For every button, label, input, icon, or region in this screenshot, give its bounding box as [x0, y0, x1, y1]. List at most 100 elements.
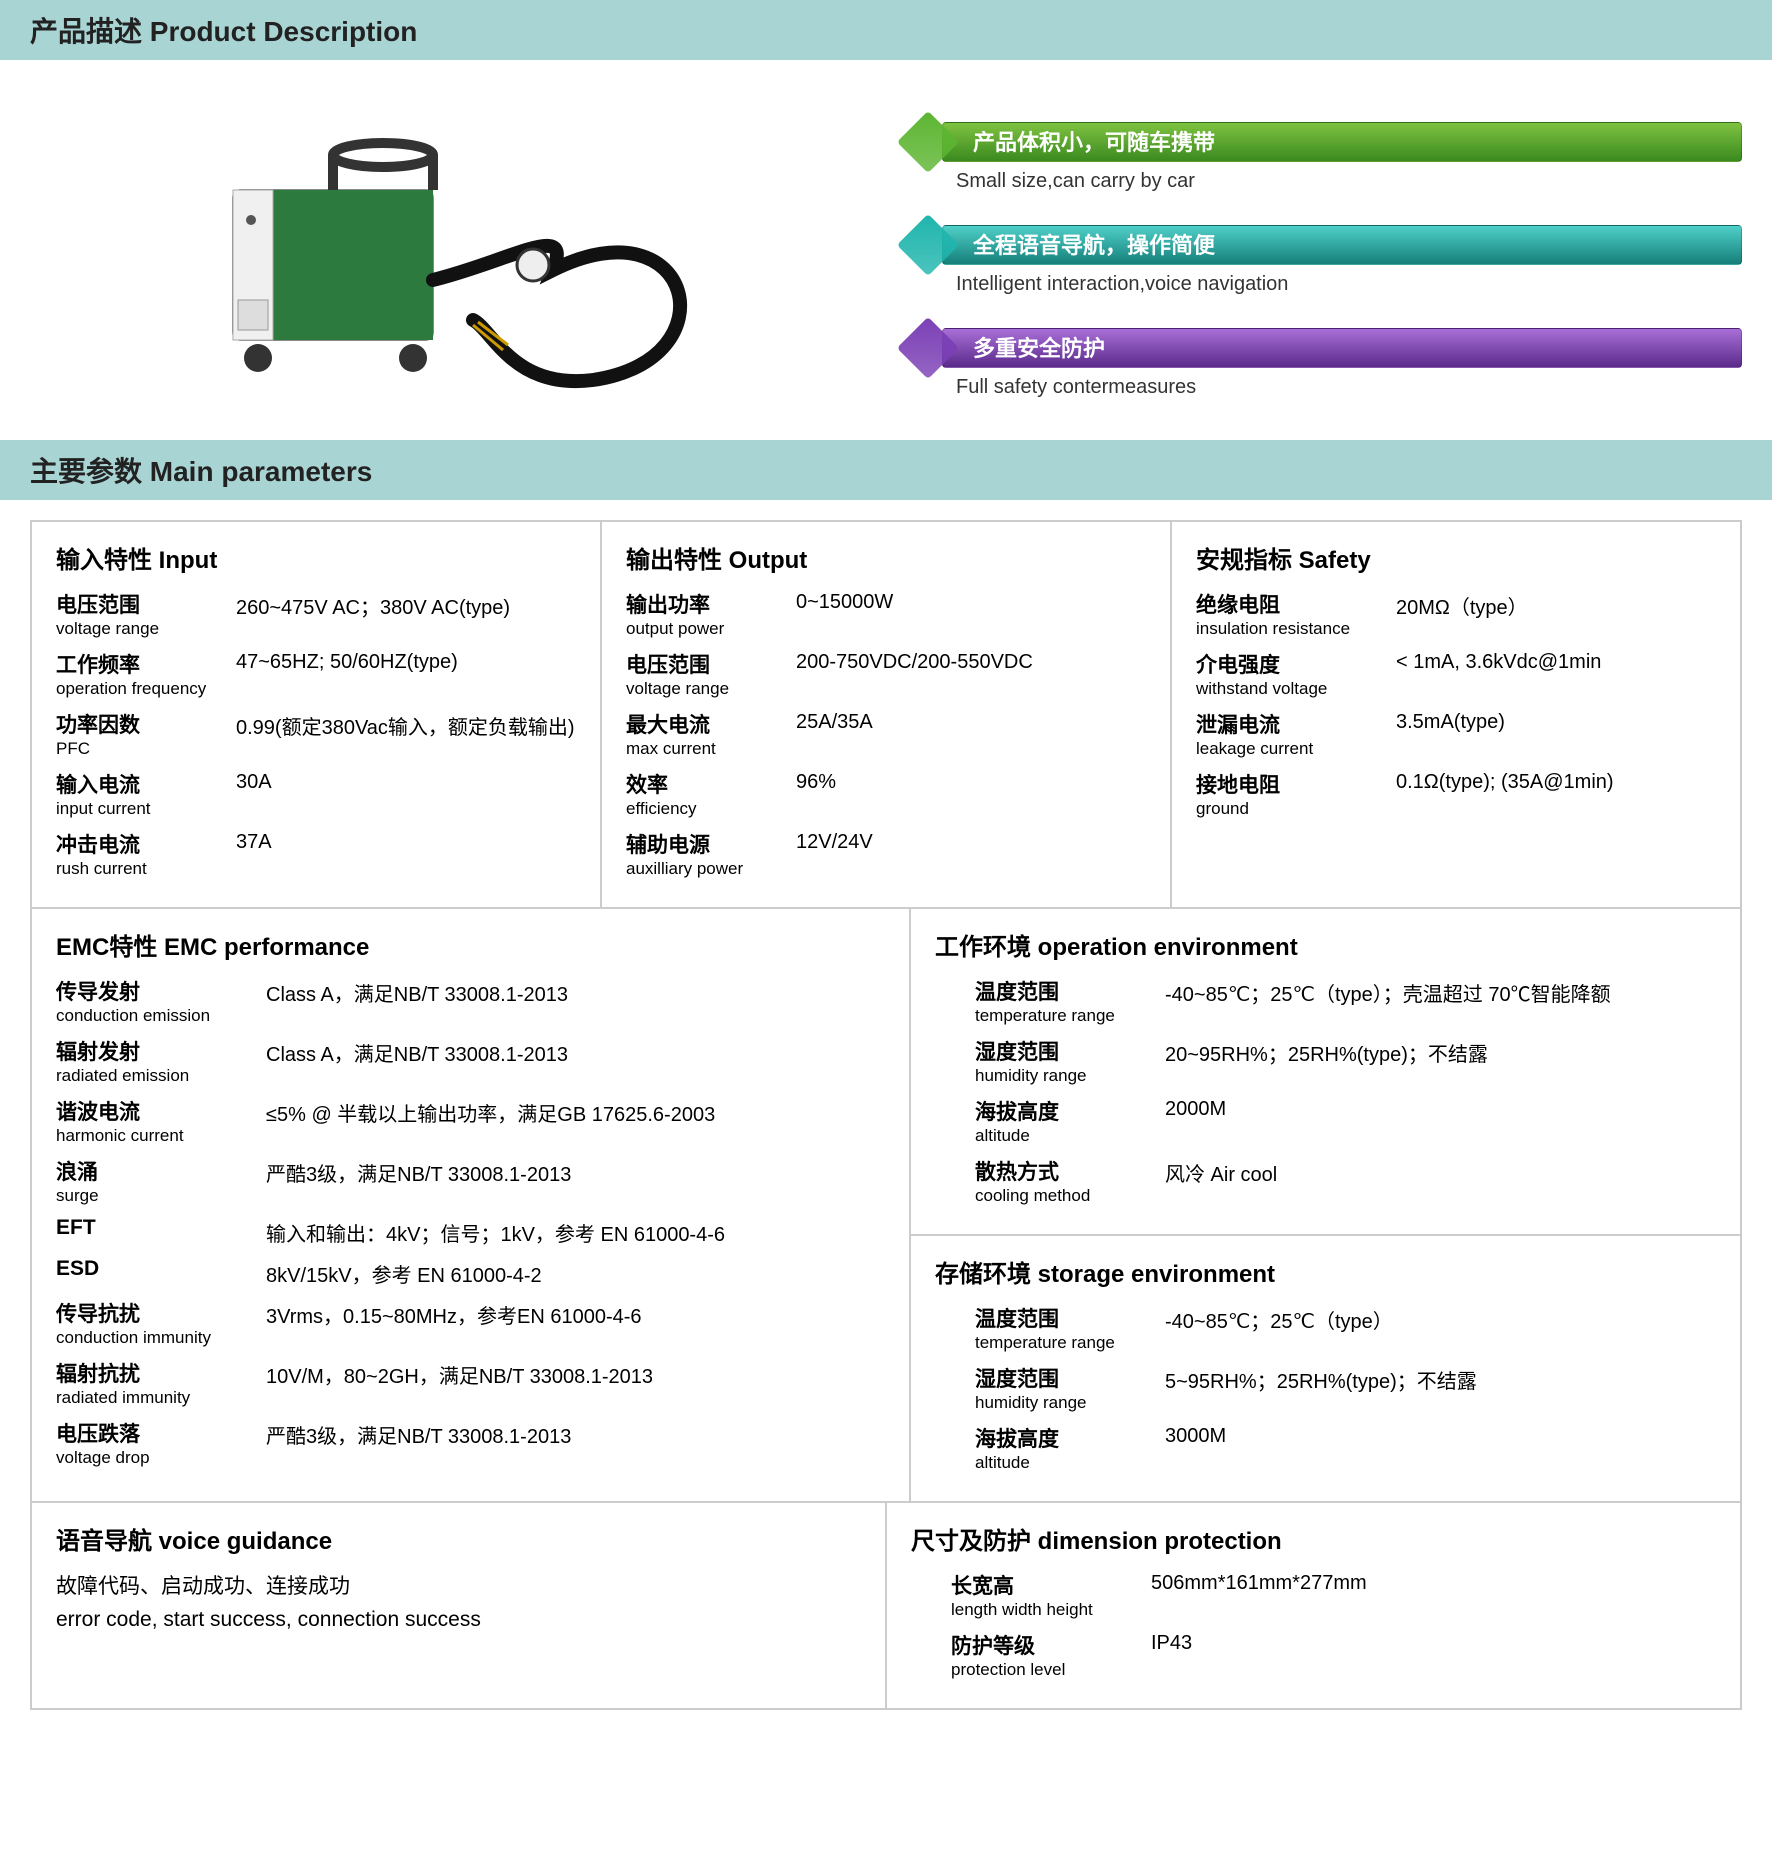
param-label-cn: 辐射抗扰 — [56, 1358, 266, 1388]
feature-text-en: Small size,can carry by car — [906, 170, 1742, 193]
param-value: 8kV/15kV，参考 EN 61000-4-2 — [266, 1257, 885, 1288]
param-item: 长宽高length width height506mm*161mm*277mm — [951, 1570, 1716, 1620]
param-value: Class A，满足NB/T 33008.1-2013 — [266, 976, 885, 1007]
param-value: 96% — [796, 769, 1146, 794]
param-label-cn: 电压跌落 — [56, 1418, 266, 1448]
param-label: 辐射抗扰radiated immunity — [56, 1358, 266, 1408]
param-value: -40~85℃；25℃（type）；壳温超过 70℃智能降额 — [1165, 976, 1716, 1007]
col-input: 输入特性 Input 电压范围voltage range260~475V AC；… — [32, 522, 602, 907]
param-label-cn: 介电强度 — [1196, 649, 1396, 679]
feature-text-en: Full safety contermeasures — [906, 376, 1742, 399]
param-label-cn: 浪涌 — [56, 1156, 266, 1186]
param-label-en: surge — [56, 1186, 266, 1206]
param-value: 260~475V AC；380V AC(type) — [236, 589, 576, 620]
param-item: 电压跌落voltage drop严酷3级，满足NB/T 33008.1-2013 — [56, 1418, 885, 1468]
param-value: 10V/M，80~2GH，满足NB/T 33008.1-2013 — [266, 1358, 885, 1389]
col-environments: 工作环境 operation environment 温度范围temperatu… — [911, 909, 1740, 1501]
col-safety: 安规指标 Safety 绝缘电阻insulation resistance20M… — [1172, 522, 1740, 907]
param-label-en: input current — [56, 799, 236, 819]
parameters-box: 输入特性 Input 电压范围voltage range260~475V AC；… — [30, 520, 1742, 1710]
param-label-cn: 湿度范围 — [975, 1363, 1165, 1393]
param-item: 功率因数PFC0.99(额定380Vac输入，额定负载输出) — [56, 709, 576, 759]
param-label: 输入电流input current — [56, 769, 236, 819]
param-label-en: temperature range — [975, 1006, 1165, 1026]
param-label-cn: 散热方式 — [975, 1156, 1165, 1186]
param-label-cn: 输入电流 — [56, 769, 236, 799]
param-label-en: max current — [626, 739, 796, 759]
col-emc: EMC特性 EMC performance 传导发射conduction emi… — [32, 909, 911, 1501]
param-label-en: voltage drop — [56, 1448, 266, 1468]
param-item: 辐射发射radiated emissionClass A，满足NB/T 3300… — [56, 1036, 885, 1086]
params-row-1: 输入特性 Input 电压范围voltage range260~475V AC；… — [32, 522, 1740, 909]
param-label-cn: 谐波电流 — [56, 1096, 266, 1126]
param-value: 3000M — [1165, 1423, 1716, 1448]
param-item: 海拔高度altitude2000M — [975, 1096, 1716, 1146]
param-label-en: length width height — [951, 1600, 1151, 1620]
param-item: 输出功率output power0~15000W — [626, 589, 1146, 639]
param-value: 20MΩ（type） — [1396, 589, 1716, 620]
param-label-en: temperature range — [975, 1333, 1165, 1353]
param-item: 防护等级protection levelIP43 — [951, 1630, 1716, 1680]
param-value: 30A — [236, 769, 576, 794]
col-dimension: 尺寸及防护 dimension protection 长宽高length wid… — [887, 1503, 1740, 1708]
param-label: 防护等级protection level — [951, 1630, 1151, 1680]
param-value: 25A/35A — [796, 709, 1146, 734]
param-label-cn: 海拔高度 — [975, 1096, 1165, 1126]
param-label: 电压范围voltage range — [626, 649, 796, 699]
params-row-2: EMC特性 EMC performance 传导发射conduction emi… — [32, 909, 1740, 1503]
param-label-en: withstand voltage — [1196, 679, 1396, 699]
param-label: 接地电阻ground — [1196, 769, 1396, 819]
param-item: ESD8kV/15kV，参考 EN 61000-4-2 — [56, 1257, 885, 1288]
param-label: 传导发射conduction emission — [56, 976, 266, 1026]
param-value: 严酷3级，满足NB/T 33008.1-2013 — [266, 1156, 885, 1187]
param-item: 海拔高度altitude3000M — [975, 1423, 1716, 1473]
param-value: 风冷 Air cool — [1165, 1156, 1716, 1187]
param-value: Class A，满足NB/T 33008.1-2013 — [266, 1036, 885, 1067]
param-label: 介电强度withstand voltage — [1196, 649, 1396, 699]
product-illustration — [173, 100, 723, 400]
param-label: 泄漏电流leakage current — [1196, 709, 1396, 759]
param-label: 湿度范围humidity range — [975, 1036, 1165, 1086]
param-value: 12V/24V — [796, 829, 1146, 854]
param-label-en: output power — [626, 619, 796, 639]
param-item: 冲击电流rush current37A — [56, 829, 576, 879]
param-label-cn: 接地电阻 — [1196, 769, 1396, 799]
param-label: 温度范围temperature range — [975, 976, 1165, 1026]
param-label-cn: 冲击电流 — [56, 829, 236, 859]
param-value: 输入和输出：4kV；信号；1kV，参考 EN 61000-4-6 — [266, 1216, 885, 1247]
param-item: 谐波电流harmonic current≤5% @ 半载以上输出功率，满足GB … — [56, 1096, 885, 1146]
param-label-cn: 温度范围 — [975, 1303, 1165, 1333]
param-item: 接地电阻ground0.1Ω(type); (35A@1min) — [1196, 769, 1716, 819]
param-value: ≤5% @ 半载以上输出功率，满足GB 17625.6-2003 — [266, 1096, 885, 1127]
param-label-cn: 长宽高 — [951, 1570, 1151, 1600]
param-label-en: altitude — [975, 1126, 1165, 1146]
param-label-en: leakage current — [1196, 739, 1396, 759]
param-label-en: operation frequency — [56, 679, 236, 699]
param-label-cn: 辐射发射 — [56, 1036, 266, 1066]
param-value: IP43 — [1151, 1630, 1716, 1655]
param-item: 电压范围voltage range260~475V AC；380V AC(typ… — [56, 589, 576, 639]
param-label: 效率efficiency — [626, 769, 796, 819]
param-label: 谐波电流harmonic current — [56, 1096, 266, 1146]
parameters-wrapper: 输入特性 Input 电压范围voltage range260~475V AC；… — [0, 520, 1772, 1740]
col-voice: 语音导航 voice guidance 故障代码、启动成功、连接成功 error… — [32, 1503, 887, 1708]
param-label-en: efficiency — [626, 799, 796, 819]
param-label-en: radiated emission — [56, 1066, 266, 1086]
param-label-en: rush current — [56, 859, 236, 879]
param-label: 冲击电流rush current — [56, 829, 236, 879]
feature-row-0: 产品体积小，可随车携带Small size,can carry by car — [906, 120, 1742, 193]
param-label: 输出功率output power — [626, 589, 796, 639]
param-label-cn: 海拔高度 — [975, 1423, 1165, 1453]
param-label-cn: 湿度范围 — [975, 1036, 1165, 1066]
param-label-en: humidity range — [975, 1066, 1165, 1086]
param-label: EFT — [56, 1216, 266, 1240]
param-item: 输入电流input current30A — [56, 769, 576, 819]
param-value: 3Vrms，0.15~80MHz，参考EN 61000-4-6 — [266, 1298, 885, 1329]
col-output: 输出特性 Output 输出功率output power0~15000W电压范围… — [602, 522, 1172, 907]
param-item: 浪涌surge严酷3级，满足NB/T 33008.1-2013 — [56, 1156, 885, 1206]
param-label: 海拔高度altitude — [975, 1423, 1165, 1473]
param-label-en: PFC — [56, 739, 236, 759]
param-label-cn: 传导发射 — [56, 976, 266, 1006]
param-label-cn: 防护等级 — [951, 1630, 1151, 1660]
param-value: 0.99(额定380Vac输入，额定负载输出) — [236, 709, 576, 740]
